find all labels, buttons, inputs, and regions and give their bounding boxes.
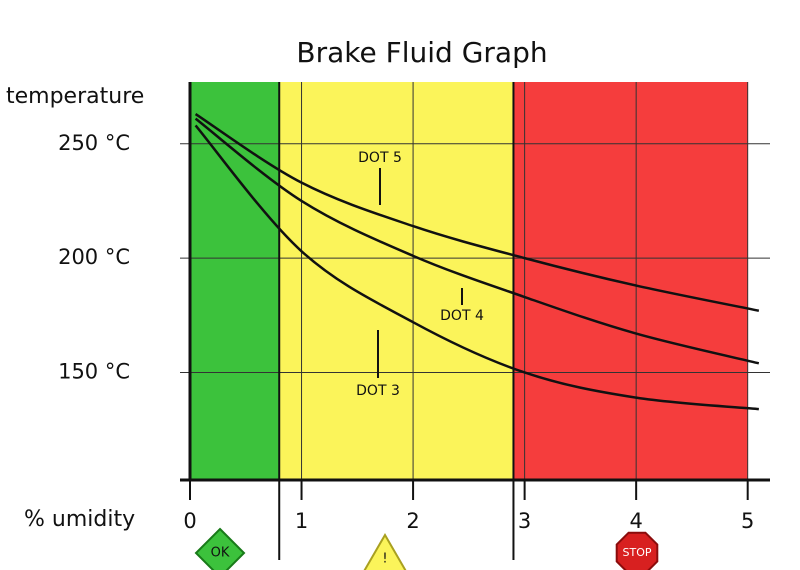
x-tick-label: 4 <box>629 509 642 533</box>
zone <box>190 82 280 480</box>
line-series <box>194 124 759 411</box>
line-series <box>194 112 760 312</box>
y-tick-label: 250 °C <box>58 131 130 155</box>
series-label: DOT 5 <box>358 150 402 166</box>
x-tick-label: 2 <box>406 509 419 533</box>
line-series <box>194 117 760 365</box>
zone <box>513 82 748 480</box>
series-label: DOT 4 <box>440 308 484 324</box>
y-axis-label: temperature <box>6 84 144 109</box>
zone-label: STOP <box>623 546 652 559</box>
series-label: DOT 3 <box>356 383 400 399</box>
x-tick-label: 3 <box>518 509 531 533</box>
chart-title: Brake Fluid Graph <box>296 36 547 69</box>
x-tick-label: 0 <box>183 509 196 533</box>
x-tick-label: 1 <box>295 509 308 533</box>
zone <box>279 82 514 480</box>
y-tick-label: 150 °C <box>58 359 130 383</box>
zone-icon <box>194 527 246 570</box>
x-axis-label: % umidity <box>24 507 135 532</box>
zone-icon <box>615 531 659 570</box>
zone-icon <box>363 533 407 570</box>
y-tick-label: 200 °C <box>58 245 130 269</box>
x-tick-label: 5 <box>741 509 754 533</box>
zone-label: OK <box>211 546 230 561</box>
zone-label: ! <box>382 552 387 567</box>
